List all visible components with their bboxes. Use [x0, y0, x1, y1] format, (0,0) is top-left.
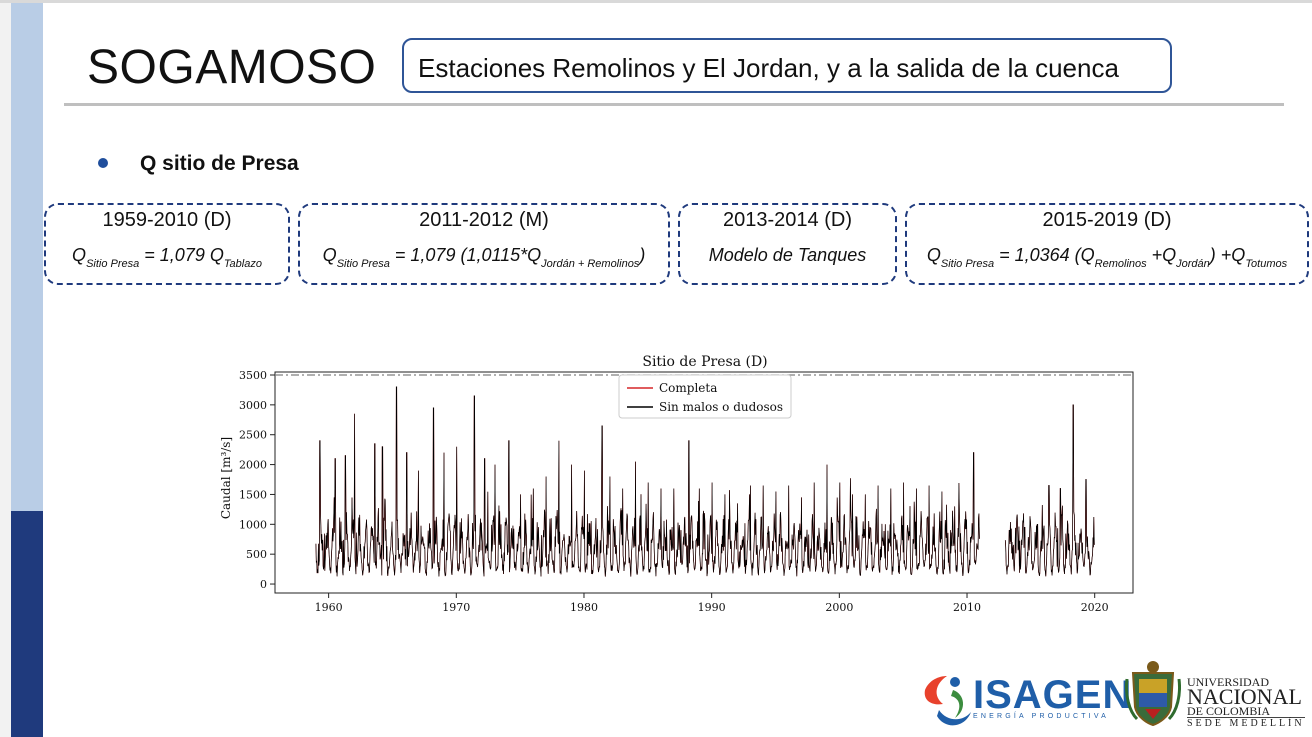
series-sin-malos-line: [315, 386, 980, 577]
formula-subscript: Jordán: [1176, 258, 1210, 270]
x-tick-label: 1980: [570, 601, 598, 614]
period-formula: QSitio Presa = 1,079 QTablazo: [46, 245, 288, 270]
bullet-icon: [98, 158, 108, 168]
title-divider: [64, 103, 1284, 106]
slide-top-border: [0, 0, 1312, 3]
period-header: 2015-2019 (D): [1042, 209, 1172, 231]
y-tick-label: 2500: [239, 429, 267, 442]
formula-text: Q: [322, 245, 337, 265]
y-tick-label: 500: [246, 548, 267, 561]
formula-text: Q: [72, 245, 87, 265]
formula-text: ) +Q: [1209, 245, 1246, 265]
formula-text: = 1,079 Q: [139, 245, 224, 265]
legend-box: [618, 374, 792, 419]
series-sin-malos-line: [1004, 404, 1095, 577]
accent-bar-dark: [11, 511, 43, 737]
y-tick-label: 1500: [239, 488, 267, 501]
legend-label: Sin malos o dudosos: [659, 400, 783, 414]
y-axis-label: Caudal [m³/s]: [219, 437, 233, 519]
period-box-1: 1959-2010 (D) QSitio Presa = 1,079 QTabl…: [44, 203, 290, 285]
period-box-2: 2011-2012 (M) QSitio Presa = 1,079 (1,01…: [298, 203, 670, 285]
formula-text: Q: [926, 245, 941, 265]
period-formula: QSitio Presa = 1,0364 (QRemolinos +QJord…: [907, 245, 1307, 270]
x-tick-label: 2000: [825, 601, 853, 614]
y-tick-label: 2000: [239, 459, 267, 472]
slide-title: SOGAMOSO: [87, 41, 377, 94]
accent-bar-light: [11, 3, 43, 511]
bullet-heading: Q sitio de Presa: [140, 152, 299, 175]
isagen-tagline: ENERGÍA PRODUCTIVA: [973, 713, 1110, 720]
logo-area: ISAGEN ENERGÍA PRODUCTIVA UNIVERSIDAD NA…: [915, 655, 1310, 735]
x-tick-label: 2020: [1081, 601, 1109, 614]
y-tick-label: 0: [260, 578, 267, 591]
formula-text: +Q: [1146, 245, 1177, 265]
university-seal-icon: [1125, 661, 1181, 727]
period-formula: QSitio Presa = 1,079 (1,0115*QJordán + R…: [300, 245, 668, 270]
discharge-chart: Sitio de Presa (D) Caudal [m³/s] 1960 197…: [219, 354, 1134, 614]
chart-title: Sitio de Presa (D): [642, 354, 767, 370]
period-box-3: 2013-2014 (D) Modelo de Tanques: [678, 203, 897, 285]
x-tick-label: 1970: [442, 601, 470, 614]
y-tick-label: 3500: [239, 369, 267, 382]
formula-text: = 1,079 (1,0115*Q: [389, 245, 542, 265]
legend-label: Completa: [659, 381, 717, 395]
x-tick-label: 1960: [315, 601, 343, 614]
slide-subtitle: Estaciones Remolinos y El Jordan, y a la…: [418, 53, 1119, 83]
formula-subscript: Remolinos: [1094, 258, 1147, 270]
formula-text: Modelo de Tanques: [708, 245, 867, 265]
formula-subscript: Sitio Presa: [940, 258, 995, 270]
university-name-line1: UNIVERSIDAD: [1187, 675, 1269, 689]
university-name-line2: NACIONAL: [1187, 684, 1302, 709]
isagen-wordmark: ISAGEN: [973, 673, 1133, 717]
x-tick-label: 2010: [953, 601, 981, 614]
isagen-logo-icon: [924, 676, 971, 726]
subtitle-box: Estaciones Remolinos y El Jordan, y a la…: [402, 38, 1172, 93]
period-formula: Modelo de Tanques: [680, 245, 895, 266]
formula-subscript: Sitio Presa: [336, 258, 390, 270]
university-name-line3: DE COLOMBIA: [1187, 704, 1270, 718]
slide-edge: [0, 0, 11, 737]
formula-text: = 1,0364 (Q: [994, 245, 1095, 265]
formula-text: ): [639, 245, 646, 265]
plot-area: 1960 1970 1980 1990 2000 2010 2020 0 500 1000 1500…: [239, 369, 1134, 614]
formula-subscript: Sitio Presa: [86, 258, 140, 270]
period-header: 2013-2014 (D): [723, 209, 852, 231]
formula-subscript: Tablazo: [223, 258, 262, 270]
university-name-line4: SEDE MEDELLÍN: [1187, 717, 1305, 729]
formula-subscript: Jordán + Remolinos: [541, 258, 640, 270]
period-box-4: 2015-2019 (D) QSitio Presa = 1,0364 (QRe…: [905, 203, 1309, 285]
y-tick-label: 1000: [239, 518, 267, 531]
period-header: 1959-2010 (D): [102, 209, 232, 231]
y-tick-label: 3000: [239, 399, 267, 412]
formula-subscript: Totumos: [1245, 258, 1288, 270]
period-header: 2011-2012 (M): [419, 209, 549, 231]
x-tick-label: 1990: [698, 601, 726, 614]
